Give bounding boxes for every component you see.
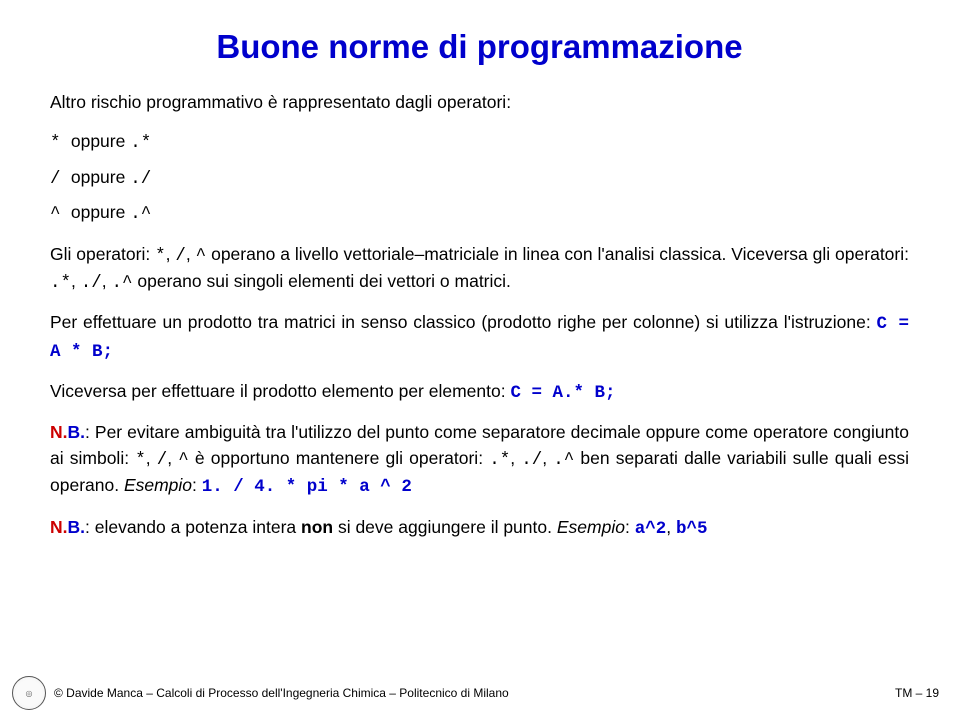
text: si deve aggiungere il punto. xyxy=(333,517,557,537)
op-dot: ./ xyxy=(130,167,146,192)
dot-op: .^ xyxy=(112,273,133,293)
text: operano a livello vettoriale–matriciale … xyxy=(206,244,909,264)
text: Viceversa per effettuare il prodotto ele… xyxy=(50,381,510,401)
para-1: Gli operatori: *, /, ^ operano a livello… xyxy=(50,242,909,297)
logo-icon: ◎ xyxy=(12,676,46,710)
comma: , xyxy=(186,244,196,264)
comma: , xyxy=(146,448,157,468)
esempio: Esempio xyxy=(557,517,625,537)
bold-non: non xyxy=(301,517,333,537)
dot-op: ./ xyxy=(521,450,542,470)
dot-op: .* xyxy=(50,273,71,293)
comma: , xyxy=(71,271,81,291)
para-3: Viceversa per effettuare il prodotto ele… xyxy=(50,379,909,406)
body: Altro rischio programmativo è rappresent… xyxy=(50,90,909,542)
text: : elevando a potenza intera xyxy=(85,517,301,537)
code: 1. / 4. * pi * a ^ 2 xyxy=(202,477,412,497)
comma: , xyxy=(167,448,178,468)
comma: , xyxy=(666,517,676,537)
nb-1: N.B.: Per evitare ambiguità tra l'utiliz… xyxy=(50,420,909,500)
op-dot: .* xyxy=(130,131,146,156)
op-sym: * xyxy=(50,131,66,156)
colon: : xyxy=(192,475,202,495)
text: Per effettuare un prodotto tra matrici i… xyxy=(50,312,877,332)
op-row-2: / oppure ./ xyxy=(50,165,909,192)
text: operano sui singoli elementi dei vettori… xyxy=(133,271,511,291)
nb-2: N.B.: elevando a potenza intera non si d… xyxy=(50,515,909,542)
code: C = A.* B; xyxy=(510,383,615,403)
nb-n: N. xyxy=(50,517,68,537)
op-mid: oppure xyxy=(66,167,130,187)
op: * xyxy=(155,246,166,266)
op-sym: / xyxy=(50,167,66,192)
intro-line: Altro rischio programmativo è rappresent… xyxy=(50,90,909,115)
footer-left: ◎ © Davide Manca – Calcoli di Processo d… xyxy=(12,676,509,710)
code: a^2 xyxy=(635,519,667,539)
text: Gli operatori: xyxy=(50,244,155,264)
comma: , xyxy=(510,448,521,468)
op-mid: oppure xyxy=(66,202,130,222)
footer-page: TM – 19 xyxy=(895,686,939,700)
op: / xyxy=(175,246,186,266)
op-sym: ^ xyxy=(50,202,66,227)
dot-op: .^ xyxy=(553,450,574,470)
comma: , xyxy=(542,448,553,468)
footer: ◎ © Davide Manca – Calcoli di Processo d… xyxy=(0,676,959,710)
page-title: Buone norme di programmazione xyxy=(50,28,909,66)
para-2: Per effettuare un prodotto tra matrici i… xyxy=(50,310,909,365)
dot-op: .* xyxy=(489,450,510,470)
nb-n: N. xyxy=(50,422,68,442)
op-mid: oppure xyxy=(66,131,130,151)
op-row-3: ^ oppure .^ xyxy=(50,200,909,227)
text: è opportuno mantenere gli operatori: xyxy=(189,448,489,468)
op-dot: .^ xyxy=(130,202,146,227)
op: ^ xyxy=(178,450,189,470)
op: / xyxy=(157,450,168,470)
op: * xyxy=(135,450,146,470)
op-row-1: * oppure .* xyxy=(50,129,909,156)
code: b^5 xyxy=(676,519,708,539)
esempio: Esempio xyxy=(124,475,192,495)
dot-op: ./ xyxy=(81,273,102,293)
comma: , xyxy=(166,244,176,264)
op: ^ xyxy=(196,246,207,266)
colon: : xyxy=(625,517,635,537)
comma: , xyxy=(102,271,112,291)
footer-text: © Davide Manca – Calcoli di Processo del… xyxy=(54,686,509,700)
nb-b: B. xyxy=(68,422,86,442)
nb-b: B. xyxy=(68,517,86,537)
